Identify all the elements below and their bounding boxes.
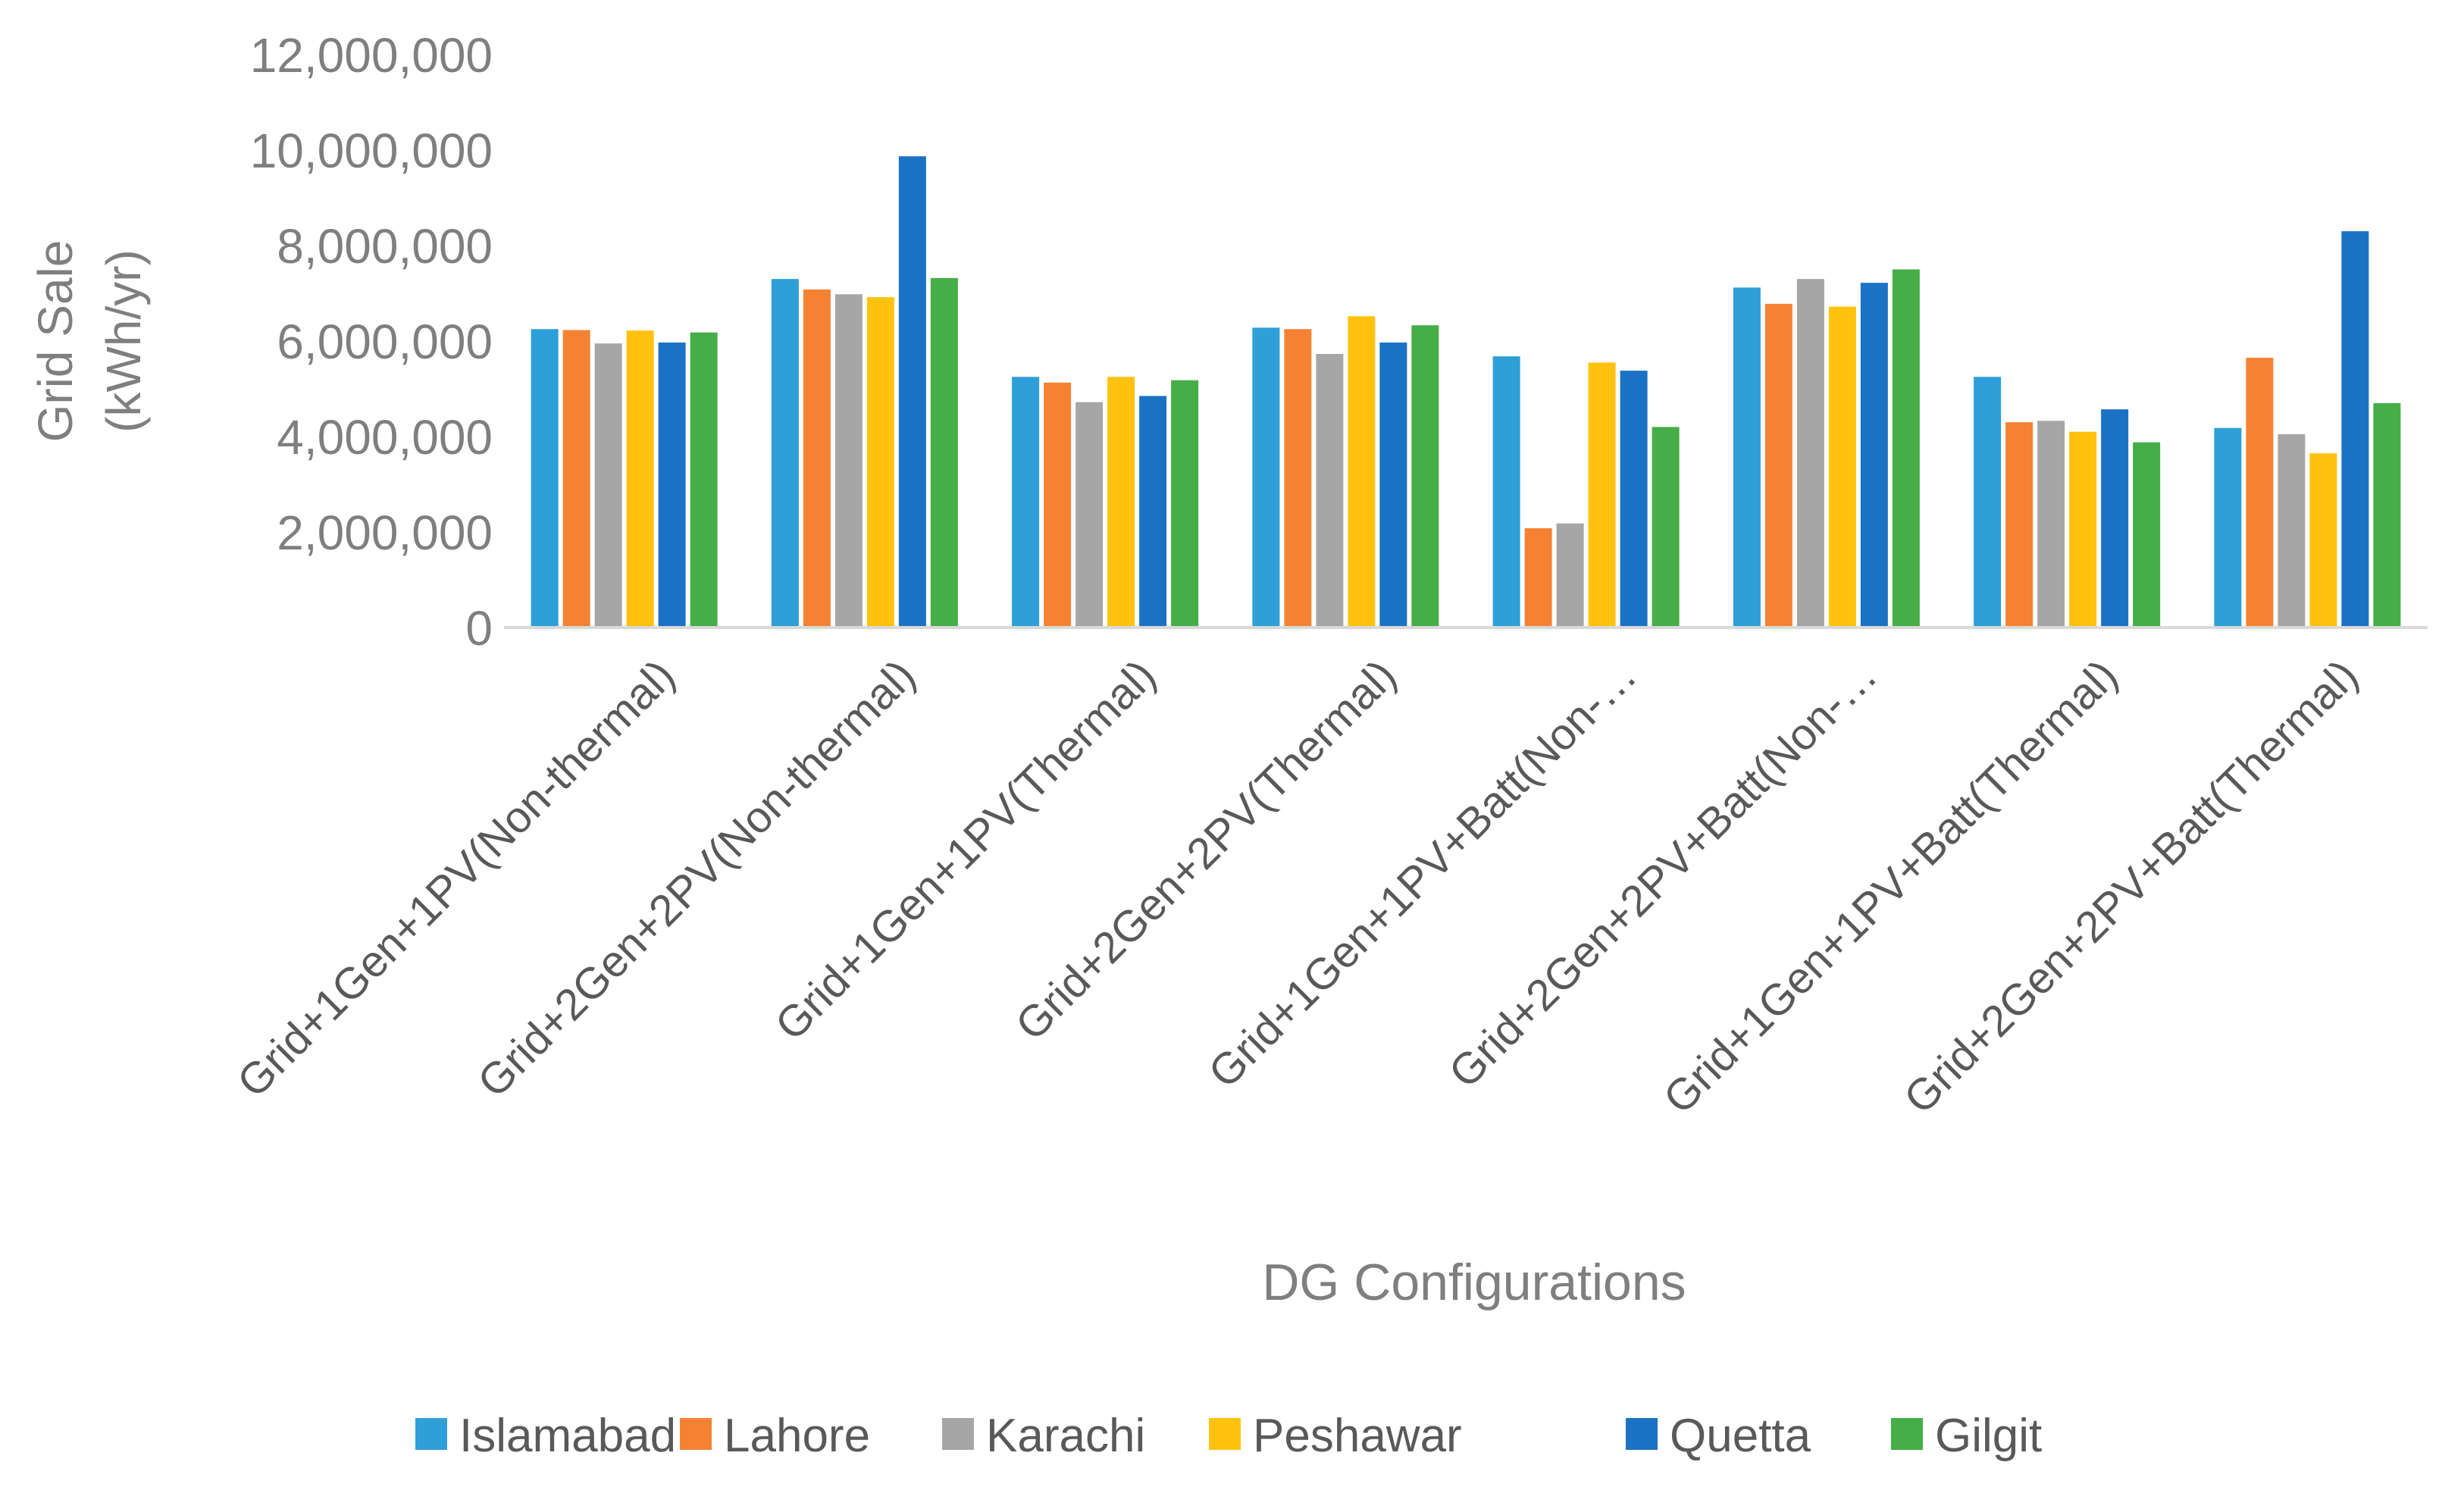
y-axis-ticks: 0 2,000,000 4,000,000 6,000,000 8,000,000 10,… (250, 28, 493, 656)
bar-islamabad-0 (531, 329, 559, 628)
y-tick-label: 8,000,000 (277, 219, 493, 274)
legend-swatch-quetta (1626, 1418, 1658, 1450)
bar-lahore-4 (1524, 528, 1552, 628)
x-category-label: Grid+1Gen+1PV+Batt(Non-… (1199, 650, 1646, 1097)
legend-label-karachi: Karachi (986, 1410, 1145, 1462)
bar-quetta-2 (1139, 396, 1167, 628)
bar-lahore-5 (1764, 303, 1792, 628)
bar-islamabad-2 (1012, 377, 1040, 628)
legend-swatch-peshawar (1209, 1418, 1241, 1450)
x-axis-title: DG Configurations (1262, 1254, 1686, 1311)
bar-gilgit-2 (1171, 380, 1199, 628)
x-category-label: Grid+2Gen+2PV+Batt(Non-… (1439, 650, 1886, 1097)
legend: Islamabad Lahore Karachi Peshawar Quetta Gilg… (415, 1410, 2042, 1462)
bar-peshawar-5 (1828, 306, 1856, 628)
bar-peshawar-2 (1107, 377, 1135, 628)
x-category-label: Grid+1Gen+1PV+Batt(Thermal) (1654, 650, 2127, 1123)
bar-quetta-4 (1620, 371, 1648, 628)
bar-quetta-7 (2341, 231, 2369, 628)
bar-lahore-1 (803, 289, 831, 628)
y-tick-label: 2,000,000 (277, 506, 493, 560)
y-tick-label: 0 (465, 601, 493, 656)
legend-label-quetta: Quetta (1670, 1410, 1811, 1462)
bar-lahore-7 (2246, 358, 2274, 628)
bar-karachi-7 (2278, 434, 2306, 628)
bar-lahore-6 (2005, 422, 2034, 628)
y-tick-label: 10,000,000 (250, 124, 493, 178)
bar-quetta-5 (1860, 283, 1888, 628)
bar-karachi-6 (2037, 421, 2065, 628)
x-category-label: Grid+1Gen+1PV(Thermal) (765, 650, 1165, 1050)
legend-label-islamabad: Islamabad (459, 1410, 676, 1462)
bar-lahore-2 (1044, 382, 1072, 628)
bar-gilgit-5 (1892, 269, 1920, 628)
bar-gilgit-4 (1652, 427, 1680, 628)
legend-swatch-karachi (942, 1418, 974, 1450)
legend-swatch-islamabad (415, 1418, 447, 1450)
bar-islamabad-1 (771, 279, 799, 628)
legend-label-gilgit: Gilgit (1935, 1410, 2042, 1462)
bar-quetta-3 (1379, 342, 1407, 628)
bar-quetta-0 (658, 342, 686, 628)
bar-gilgit-1 (930, 277, 958, 628)
bar-gilgit-7 (2373, 402, 2401, 628)
bar-islamabad-6 (1974, 377, 2002, 628)
bar-peshawar-3 (1348, 316, 1376, 628)
bar-gilgit-0 (690, 332, 718, 628)
bar-islamabad-3 (1252, 327, 1280, 628)
x-category-label: Grid+2Gen+2PV(Non-thermal) (468, 650, 925, 1107)
bar-gilgit-6 (2133, 442, 2161, 628)
bar-islamabad-4 (1492, 356, 1520, 628)
bar-quetta-1 (898, 156, 926, 628)
bar-lahore-3 (1284, 329, 1312, 628)
bar-peshawar-6 (2069, 431, 2097, 628)
x-category-label: Grid+2Gen+2PV(Thermal) (1007, 650, 1406, 1050)
x-category-label: Grid+2Gen+2PV+Batt(Thermal) (1895, 650, 2368, 1123)
bar-karachi-1 (834, 294, 863, 628)
bar-quetta-6 (2101, 409, 2129, 628)
bar-islamabad-7 (2214, 427, 2242, 628)
bar-lahore-0 (562, 330, 590, 628)
bar-peshawar-1 (866, 297, 894, 628)
x-category-label: Grid+1Gen+1PV(Non-thermal) (228, 650, 684, 1107)
y-tick-label: 12,000,000 (250, 28, 493, 83)
bar-peshawar-4 (1588, 362, 1616, 628)
bar-islamabad-5 (1733, 287, 1761, 628)
bar-karachi-5 (1796, 279, 1824, 628)
legend-label-lahore: Lahore (724, 1410, 870, 1462)
bar-karachi-2 (1075, 402, 1104, 628)
y-tick-label: 6,000,000 (277, 315, 493, 369)
bars-layer (531, 156, 2401, 628)
bar-peshawar-0 (626, 330, 654, 628)
legend-swatch-lahore (680, 1418, 712, 1450)
x-axis-category-labels: Grid+1Gen+1PV(Non-thermal)Grid+2Gen+2PV(… (228, 650, 2368, 1123)
bar-gilgit-3 (1411, 325, 1439, 628)
legend-label-peshawar: Peshawar (1253, 1410, 1462, 1462)
y-tick-label: 4,000,000 (277, 410, 493, 465)
y-axis-label-line-2: (kWh/yr) (96, 249, 151, 433)
legend-swatch-gilgit (1891, 1418, 1923, 1450)
bar-karachi-4 (1556, 523, 1584, 628)
bar-karachi-0 (594, 343, 622, 628)
y-axis-label-line-1: Grid Sale (28, 240, 83, 443)
bar-karachi-3 (1316, 354, 1344, 628)
bar-peshawar-7 (2309, 453, 2337, 628)
